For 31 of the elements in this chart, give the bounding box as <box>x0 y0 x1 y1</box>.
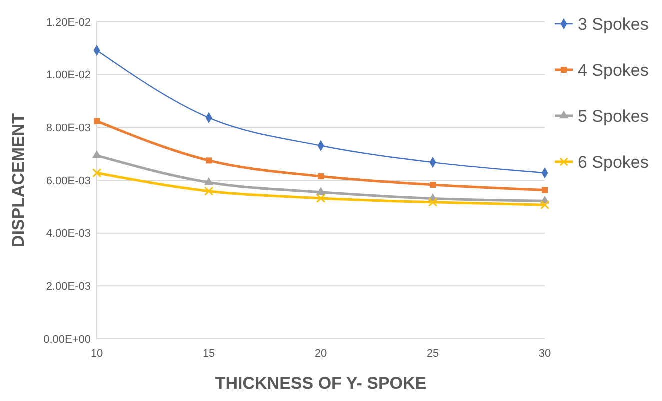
x-axis-title: THICKNESS OF Y- SPOKE <box>215 374 427 393</box>
y-tick-label: 1.00E-02 <box>46 70 91 82</box>
point <box>92 150 102 158</box>
y-tick-label: 6.00E-03 <box>46 175 91 188</box>
legend-label: 3 Spokes <box>578 14 649 34</box>
y-axis-title: DISPLACEMENT <box>9 112 28 248</box>
x-tick-label: 25 <box>426 348 440 360</box>
y-tick-label: 0.00E+00 <box>44 334 91 346</box>
point <box>540 200 550 210</box>
point <box>316 194 326 204</box>
point <box>206 158 212 164</box>
point <box>316 187 326 196</box>
legend-label: 6 Spokes <box>578 152 649 172</box>
x-tick-label: 15 <box>202 348 216 360</box>
point <box>430 182 436 188</box>
point <box>428 198 438 208</box>
legend-label: 4 Spokes <box>578 60 649 80</box>
point <box>204 186 214 196</box>
point <box>542 187 548 194</box>
point <box>94 118 100 124</box>
point <box>318 174 324 180</box>
y-tick-label: 4.00E-03 <box>46 228 91 240</box>
y-tick-label: 1.20E-02 <box>46 16 91 29</box>
point <box>204 177 214 186</box>
x-tick-label: 30 <box>538 348 552 360</box>
point <box>92 168 102 178</box>
y-tick-label: 8.00E-03 <box>46 122 91 135</box>
y-tick-label: 2.00E-03 <box>46 281 91 294</box>
x-tick-label: 10 <box>90 348 104 360</box>
legend-label: 5 Spokes <box>578 106 649 126</box>
x-tick-label: 20 <box>314 348 328 360</box>
